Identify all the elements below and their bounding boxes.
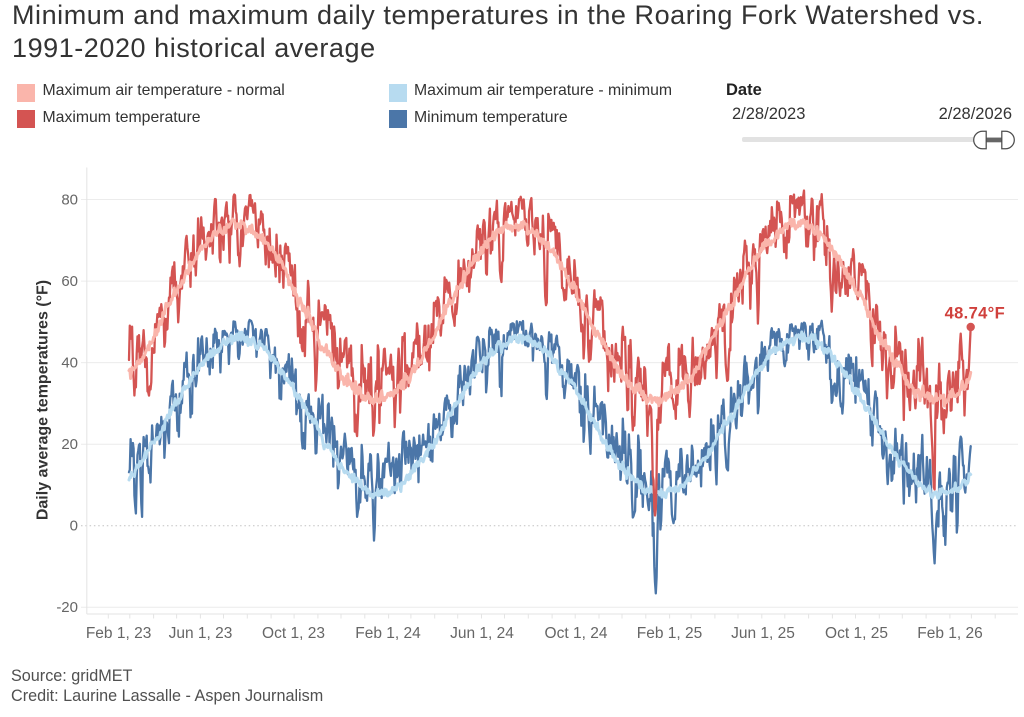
svg-text:Jun 1, 23: Jun 1, 23 bbox=[169, 625, 233, 642]
svg-text:-20: -20 bbox=[56, 599, 78, 616]
svg-text:60: 60 bbox=[61, 273, 78, 290]
svg-text:40: 40 bbox=[61, 355, 78, 372]
svg-text:Oct 1, 23: Oct 1, 23 bbox=[262, 625, 325, 642]
svg-text:Jun 1, 24: Jun 1, 24 bbox=[450, 625, 514, 642]
svg-text:Feb 1, 23: Feb 1, 23 bbox=[86, 625, 152, 642]
svg-text:48.74°F: 48.74°F bbox=[945, 305, 1005, 323]
svg-text:Jun 1, 25: Jun 1, 25 bbox=[731, 625, 795, 642]
svg-text:Oct 1, 25: Oct 1, 25 bbox=[825, 625, 888, 642]
svg-text:20: 20 bbox=[61, 436, 78, 453]
svg-text:0: 0 bbox=[70, 518, 78, 535]
svg-text:Feb 1, 25: Feb 1, 25 bbox=[637, 625, 703, 642]
svg-text:Feb 1, 26: Feb 1, 26 bbox=[917, 625, 983, 642]
svg-text:Oct 1, 24: Oct 1, 24 bbox=[545, 625, 608, 642]
svg-text:Feb 1, 24: Feb 1, 24 bbox=[355, 625, 421, 642]
svg-text:80: 80 bbox=[61, 192, 78, 209]
svg-text:Daily average temperatures (°F: Daily average temperatures (°F) bbox=[35, 280, 52, 520]
